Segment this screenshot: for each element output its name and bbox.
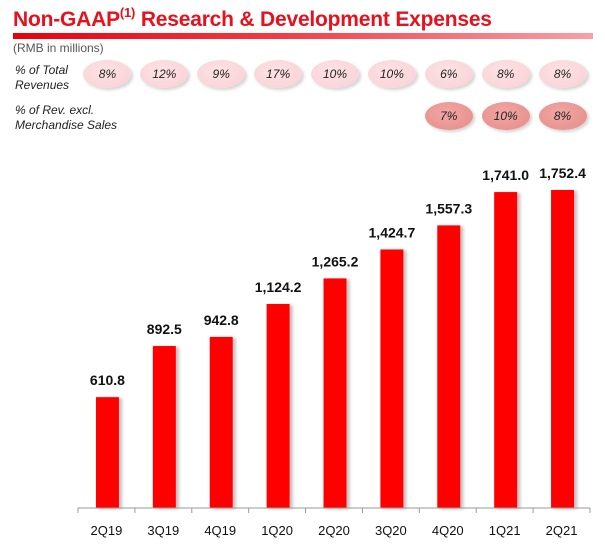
data-label-2Q19: 610.8 <box>90 372 125 388</box>
total-revenues-label-line2: Revenues <box>15 78 70 92</box>
excl-merch-ratio-pill-1Q21: 10% <box>481 102 530 130</box>
title-footnote-marker: (1) <box>119 5 136 20</box>
total-revenues-label: % of Total Revenues <box>15 63 69 93</box>
total-revenue-ratio-pill-4Q20: 6% <box>424 60 473 88</box>
x-tick-label-3Q19: 3Q19 <box>147 523 179 538</box>
title-rest: Research & Development Expenses <box>135 8 492 31</box>
chart-title: Non-GAAP(1) Research & Development Expen… <box>13 5 492 32</box>
total-revenues-label-line1: % of Total <box>15 63 68 77</box>
bar-4Q19 <box>209 336 233 508</box>
total-revenue-ratio-pill-2Q20: 10% <box>311 60 359 88</box>
bar-2Q21 <box>551 190 575 508</box>
bar-3Q19 <box>152 346 176 508</box>
total-revenue-ratio-pill-2Q21: 8% <box>538 60 587 88</box>
x-tick-label-2Q21: 2Q21 <box>546 523 578 538</box>
bars-group: 610.8 892.5 942.8 1,124.2 1,265.2 1,424.7 1,55… <box>90 165 586 508</box>
bar-1Q20 <box>266 303 290 508</box>
x-tick-label-1Q21: 1Q21 <box>489 523 521 538</box>
data-label-2Q21: 1,752.4 <box>539 165 586 181</box>
bar-2Q19 <box>95 397 119 508</box>
data-label-4Q19: 942.8 <box>204 312 239 328</box>
data-label-4Q20: 1,557.3 <box>425 200 472 216</box>
total-revenue-ratio-pill-2Q19: 8% <box>83 60 132 88</box>
x-tick-label-1Q20: 1Q20 <box>261 523 293 538</box>
excl-merch-label-line2: Merchandise Sales <box>15 118 118 132</box>
excl-merch-ratio-pill-2Q21: 8% <box>538 102 587 130</box>
total-revenue-ratio-pill-3Q19: 12% <box>140 60 189 88</box>
excl-merch-label-line1: % of Rev. excl. <box>15 103 95 117</box>
data-label-2Q20: 1,265.2 <box>312 253 359 269</box>
title-underline-bar <box>13 33 593 39</box>
x-tick-label-3Q20: 3Q20 <box>375 523 407 538</box>
total-revenue-ratio-pill-3Q20: 10% <box>367 60 416 88</box>
data-label-1Q21: 1,741.0 <box>482 167 529 183</box>
bar-4Q20 <box>437 225 461 508</box>
excl-merch-ratio-pill-4Q20: 7% <box>424 102 473 130</box>
data-label-3Q19: 892.5 <box>147 321 182 337</box>
data-label-1Q20: 1,124.2 <box>255 279 302 295</box>
bar-1Q21 <box>494 192 518 508</box>
x-axis: 2Q19 3Q19 4Q19 1Q20 2Q20 3Q20 4Q20 1Q21 2Q21 <box>77 507 591 538</box>
total-revenue-ratio-pill-1Q20: 17% <box>254 60 303 88</box>
x-tick-label-2Q19: 2Q19 <box>91 523 123 538</box>
total-revenue-ratio-pill-1Q21: 8% <box>481 60 530 88</box>
data-label-3Q20: 1,424.7 <box>369 224 416 240</box>
x-tick-label-4Q20: 4Q20 <box>432 523 464 538</box>
x-tick-label-2Q20: 2Q20 <box>318 523 350 538</box>
bar-3Q20 <box>380 249 404 508</box>
x-tick-label-4Q19: 4Q19 <box>204 523 236 538</box>
bar-2Q20 <box>323 278 347 508</box>
title-main: Non-GAAP <box>13 8 120 31</box>
units-subtitle: (RMB in millions) <box>13 41 104 55</box>
excl-merch-label: % of Rev. excl. Merchandise Sales <box>15 103 117 133</box>
total-revenue-ratio-pill-4Q19: 9% <box>197 60 246 88</box>
